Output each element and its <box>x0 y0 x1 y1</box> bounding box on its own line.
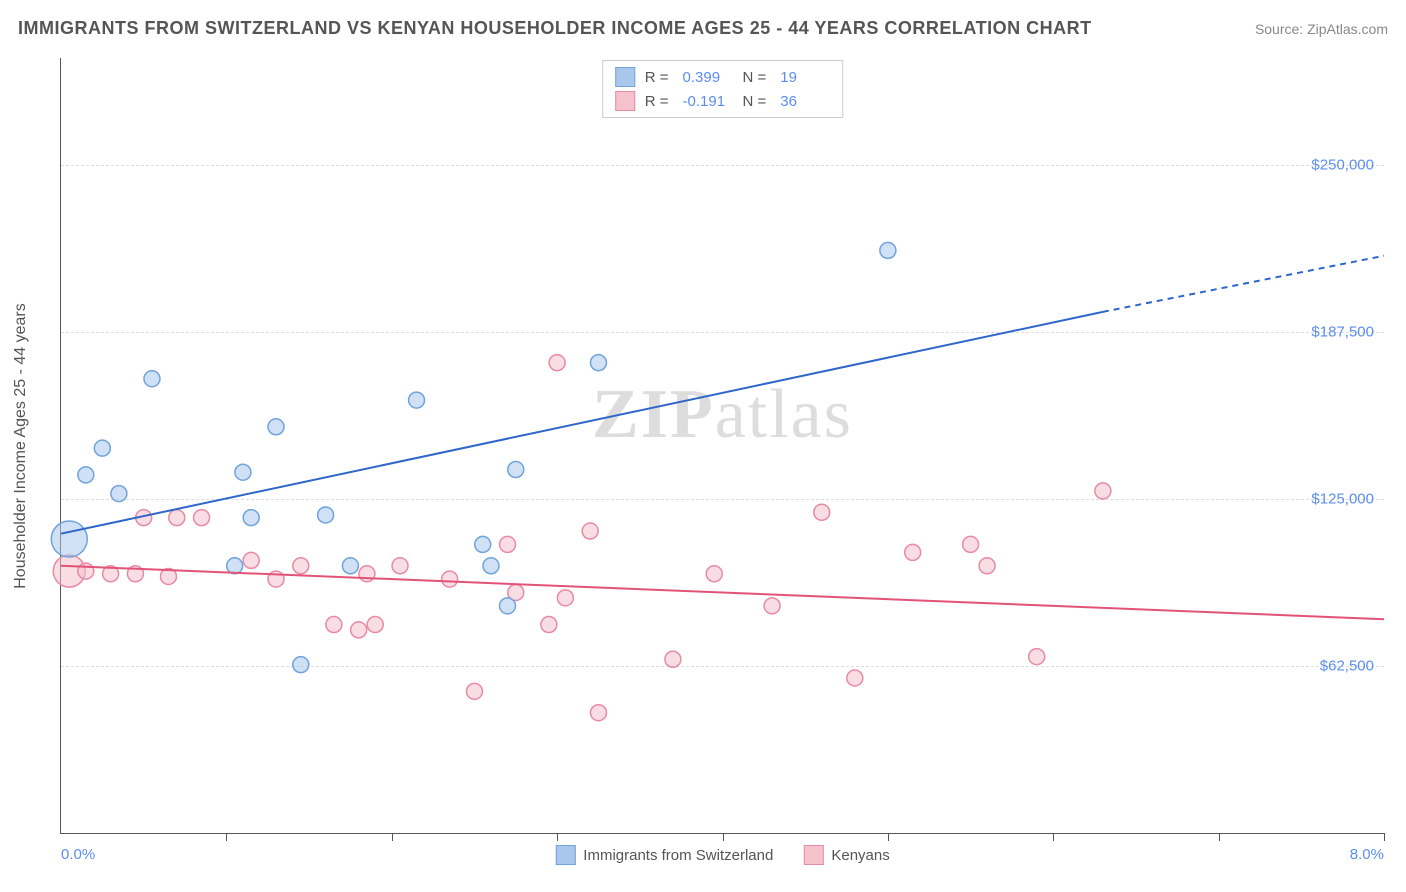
x-tick <box>1219 833 1220 841</box>
x-tick <box>557 833 558 841</box>
scatter-point <box>351 622 367 638</box>
correlation-legend-row: R = -0.191 N = 36 <box>615 89 831 113</box>
x-axis-max-label: 8.0% <box>1350 846 1384 863</box>
r-value-0: 0.399 <box>683 69 733 86</box>
scatter-point <box>326 617 342 633</box>
regression-line <box>61 312 1103 534</box>
scatter-point <box>590 705 606 721</box>
y-axis-label: Householder Income Ages 25 - 44 years <box>12 303 30 589</box>
x-tick <box>392 833 393 841</box>
scatter-point <box>847 670 863 686</box>
scatter-point <box>243 510 259 526</box>
r-label: R = <box>645 69 669 86</box>
scatter-point <box>442 571 458 587</box>
scatter-point <box>367 617 383 633</box>
scatter-point <box>144 371 160 387</box>
legend-item-1: Kenyans <box>803 845 889 865</box>
chart-container: ZIPatlas $62,500$125,000$187,500$250,000… <box>60 58 1384 834</box>
scatter-point <box>51 521 87 557</box>
scatter-point <box>409 392 425 408</box>
scatter-point <box>293 657 309 673</box>
legend-label-0: Immigrants from Switzerland <box>583 847 773 864</box>
scatter-point <box>764 598 780 614</box>
scatter-point <box>392 558 408 574</box>
r-value-1: -0.191 <box>683 93 733 110</box>
scatter-point <box>706 566 722 582</box>
x-tick <box>226 833 227 841</box>
scatter-point <box>508 462 524 478</box>
scatter-point <box>1095 483 1111 499</box>
scatter-point <box>905 544 921 560</box>
chart-title: IMMIGRANTS FROM SWITZERLAND VS KENYAN HO… <box>18 18 1092 39</box>
scatter-point <box>582 523 598 539</box>
scatter-point <box>665 651 681 667</box>
x-axis-min-label: 0.0% <box>61 846 95 863</box>
series-legend: Immigrants from Switzerland Kenyans <box>555 845 889 865</box>
scatter-point <box>475 536 491 552</box>
chart-source: Source: ZipAtlas.com <box>1255 21 1388 37</box>
x-tick <box>1384 833 1385 841</box>
scatter-point <box>227 558 243 574</box>
scatter-point <box>549 355 565 371</box>
scatter-point <box>243 552 259 568</box>
scatter-point <box>78 467 94 483</box>
legend-item-0: Immigrants from Switzerland <box>555 845 773 865</box>
plot-area: ZIPatlas $62,500$125,000$187,500$250,000… <box>60 58 1384 834</box>
scatter-point <box>963 536 979 552</box>
n-label: N = <box>743 93 767 110</box>
scatter-point <box>557 590 573 606</box>
scatter-point <box>359 566 375 582</box>
scatter-point <box>483 558 499 574</box>
scatter-point <box>342 558 358 574</box>
scatter-point <box>318 507 334 523</box>
scatter-point <box>235 464 251 480</box>
scatter-point <box>268 419 284 435</box>
scatter-point <box>500 598 516 614</box>
n-label: N = <box>743 69 767 86</box>
scatter-point <box>590 355 606 371</box>
scatter-point <box>293 558 309 574</box>
scatter-point <box>94 440 110 456</box>
legend-label-1: Kenyans <box>831 847 889 864</box>
correlation-legend: R = 0.399 N = 19 R = -0.191 N = 36 <box>602 60 844 118</box>
legend-swatch-series-1 <box>615 91 635 111</box>
scatter-point <box>979 558 995 574</box>
scatter-point <box>111 486 127 502</box>
legend-swatch-series-0 <box>555 845 575 865</box>
n-value-1: 36 <box>780 93 830 110</box>
legend-swatch-series-1 <box>803 845 823 865</box>
legend-swatch-series-0 <box>615 67 635 87</box>
scatter-point <box>78 563 94 579</box>
r-label: R = <box>645 93 669 110</box>
scatter-plot-svg <box>61 58 1384 833</box>
scatter-point <box>1029 649 1045 665</box>
regression-line-extrapolated <box>1103 256 1384 312</box>
correlation-legend-row: R = 0.399 N = 19 <box>615 65 831 89</box>
scatter-point <box>814 504 830 520</box>
scatter-point <box>466 683 482 699</box>
n-value-0: 19 <box>780 69 830 86</box>
scatter-point <box>500 536 516 552</box>
scatter-point <box>541 617 557 633</box>
x-tick <box>723 833 724 841</box>
scatter-point <box>194 510 210 526</box>
scatter-point <box>169 510 185 526</box>
x-tick <box>1053 833 1054 841</box>
x-tick <box>888 833 889 841</box>
scatter-point <box>880 242 896 258</box>
